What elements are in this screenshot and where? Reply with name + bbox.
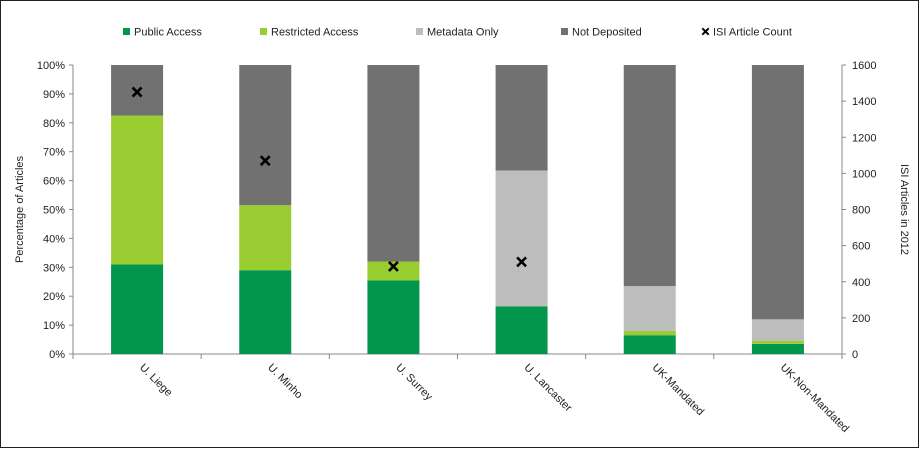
- y2-tick-label: 1400: [852, 96, 876, 108]
- legend-swatch: [561, 28, 568, 35]
- bar-segment: [623, 286, 676, 331]
- bar-segment: [751, 340, 804, 344]
- isi-marker: [387, 260, 399, 272]
- y-tick-label: 50%: [43, 205, 65, 217]
- bar-segment: [239, 205, 292, 271]
- y2-tick-label: 600: [852, 241, 870, 253]
- legend-label: Metadata Only: [427, 27, 499, 39]
- legend-label: ISI Article Count: [713, 27, 792, 39]
- legend-label: Restricted Access: [271, 27, 359, 39]
- y-axis-title: Percentage of Articles: [14, 156, 26, 264]
- y2-tick-label: 1000: [852, 168, 876, 180]
- bar-segment: [111, 115, 164, 265]
- x-tick-label: U. Liege: [137, 362, 174, 399]
- legend-swatch: [123, 28, 130, 35]
- y-tick-label: 90%: [43, 89, 65, 101]
- y-tick-label: 30%: [43, 262, 65, 274]
- y2-tick-label: 1200: [852, 132, 876, 144]
- x-tick-label: UK-Non-Mandated: [778, 362, 851, 435]
- bar-segment: [111, 264, 164, 354]
- y-tick-label: 0%: [49, 349, 65, 361]
- y-tick-label: 80%: [43, 118, 65, 130]
- y2-tick-label: 1600: [852, 60, 876, 72]
- bar-segment: [367, 280, 420, 354]
- bar-segment: [239, 270, 292, 354]
- bar-segment: [495, 65, 548, 171]
- legend-swatch: [416, 28, 423, 35]
- x-tick-label: U. Minho: [265, 362, 305, 402]
- bar-segment: [751, 343, 804, 354]
- y-tick-label: 100%: [37, 60, 65, 72]
- bar-segment: [367, 261, 420, 281]
- bar-segment: [495, 170, 548, 307]
- legend-swatch: [260, 28, 267, 35]
- y2-tick-label: 800: [852, 205, 870, 217]
- y2-tick-label: 200: [852, 313, 870, 325]
- legend-label: Not Deposited: [572, 27, 642, 39]
- y-tick-label: 40%: [43, 233, 65, 245]
- isi-marker: [516, 256, 528, 268]
- y2-axis-title: ISI Articles in 2012: [898, 164, 910, 255]
- bar-segment: [751, 65, 804, 320]
- bar-segment: [623, 65, 676, 287]
- bar-segment: [495, 306, 548, 354]
- y-tick-label: 20%: [43, 291, 65, 303]
- isi-marker: [131, 86, 143, 98]
- x-tick-label: U. Lancaster: [521, 362, 574, 415]
- bar-segment: [239, 65, 292, 206]
- bar-segment: [623, 330, 676, 336]
- y-tick-label: 70%: [43, 147, 65, 159]
- isi-marker: [259, 155, 271, 167]
- bar-segment: [367, 65, 420, 262]
- x-tick-label: U. Surrey: [393, 362, 435, 404]
- x-tick-label: UK-Mandated: [650, 362, 706, 418]
- legend-marker: [701, 27, 710, 36]
- y-tick-label: 10%: [43, 320, 65, 332]
- bar-segment: [751, 319, 804, 341]
- y-tick-label: 60%: [43, 176, 65, 188]
- y2-tick-label: 0: [852, 349, 858, 361]
- bar-segment: [623, 335, 676, 354]
- legend-label: Public Access: [134, 27, 202, 39]
- y2-tick-label: 400: [852, 277, 870, 289]
